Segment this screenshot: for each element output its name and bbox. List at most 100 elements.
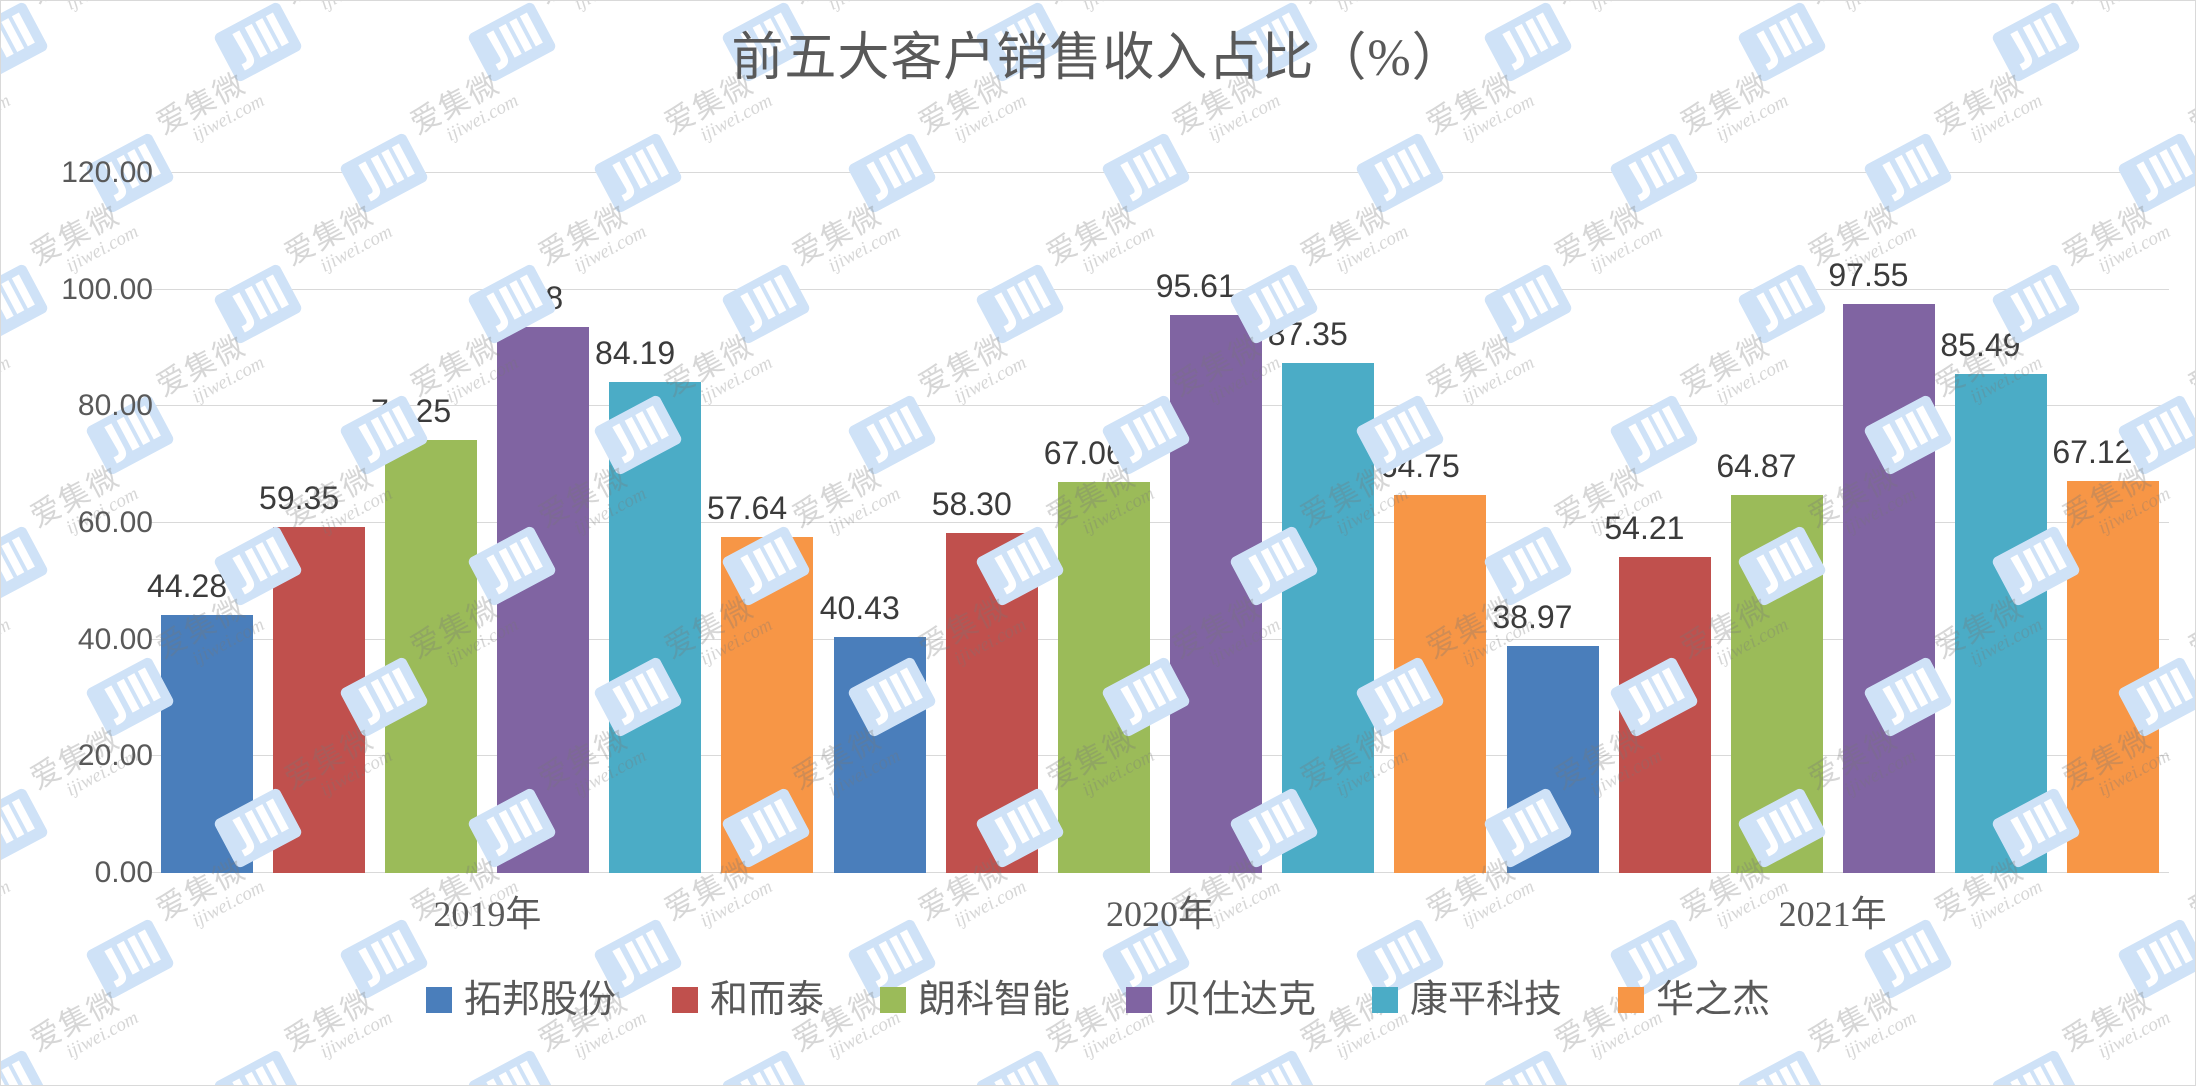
- legend-label: 贝仕达克: [1164, 979, 1317, 1021]
- gridline: [151, 638, 2169, 640]
- legend-label: 康平科技: [1410, 979, 1563, 1021]
- watermark-logo-icon: [1230, 1050, 1318, 1085]
- watermark-text-en: ijiwei.com: [1458, 876, 1539, 932]
- bar[interactable]: [609, 381, 702, 873]
- bar-value-label: 87.35: [1267, 316, 1348, 353]
- bar[interactable]: [1169, 315, 1262, 873]
- bar-value-label: 95.61: [1155, 268, 1236, 305]
- watermark-text-en: ijiwei.com: [1712, 90, 1793, 146]
- bar[interactable]: [497, 326, 590, 873]
- bar[interactable]: [1281, 363, 1374, 873]
- y-axis-tick-label: 20.00: [77, 739, 153, 773]
- bar-slot: 54.21: [1604, 173, 1711, 873]
- bar[interactable]: [1730, 494, 1823, 873]
- watermark-text-en: ijiwei.com: [63, 1, 143, 16]
- bar[interactable]: [1842, 303, 1935, 873]
- bar[interactable]: [833, 637, 926, 873]
- watermark-logo-icon: [1484, 1050, 1572, 1085]
- watermark-text-en: ijiwei.com: [1, 90, 15, 146]
- y-axis-tick-label: 40.00: [77, 622, 153, 656]
- bar-slot: 67.12: [2052, 173, 2159, 873]
- legend-item[interactable]: 华之杰: [1618, 981, 1770, 1019]
- x-axis-tick-label: 2021年: [1778, 894, 1887, 934]
- watermark-text-en: ijiwei.com: [188, 90, 269, 146]
- bar-slot: 59.35: [259, 173, 366, 873]
- watermark-text-en: ijiwei.com: [317, 1, 397, 16]
- bar[interactable]: [1506, 645, 1599, 873]
- x-axis-tick-label: 2019年: [433, 894, 542, 934]
- watermark-logo-icon: [214, 1050, 302, 1085]
- watermark-text-cn: 爱集微: [529, 1, 642, 12]
- watermark-logo-icon: [1992, 1050, 2080, 1085]
- bar-value-label: 57.64: [707, 489, 788, 526]
- legend-item[interactable]: 贝仕达克: [1126, 981, 1316, 1019]
- watermark-text-cn: 爱集微: [2053, 1, 2166, 12]
- bar-value-label: 64.87: [1716, 447, 1797, 484]
- gridline: [151, 872, 2169, 873]
- watermark-text-en: ijiwei.com: [950, 90, 1031, 146]
- legend-item[interactable]: 朗科智能: [879, 979, 1070, 1021]
- watermark-text-en: ijiwei.com: [2095, 1, 2175, 16]
- bar-value-label: 67.06: [1043, 434, 1124, 471]
- bar-slot: 93.68: [483, 173, 590, 873]
- bar[interactable]: [273, 526, 366, 873]
- legend-swatch-icon: [1126, 987, 1152, 1013]
- watermark-text-en: ijiwei.com: [571, 1, 651, 16]
- bar-group-bars: 40.43 58.30 67.06 95.61 87.35 64.75: [820, 173, 1497, 873]
- bar-slot: 44.28: [147, 173, 254, 873]
- legend-label: 朗科智能: [917, 979, 1070, 1021]
- bar-group: 40.43 58.30 67.06 95.61 87.35 64.75: [820, 173, 1497, 873]
- bar-slot: 58.30: [932, 173, 1038, 873]
- bar-value-label: 85.49: [1940, 327, 2021, 364]
- watermark-text-en: ijiwei.com: [950, 876, 1031, 932]
- legend-item[interactable]: 和而泰: [671, 981, 824, 1019]
- watermark-text-cn: 爱集微: [2183, 852, 2195, 928]
- watermark-text-en: ijiwei.com: [188, 876, 269, 932]
- legend-swatch-icon: [1372, 987, 1399, 1013]
- bar[interactable]: [721, 536, 814, 873]
- watermark-text-en: ijiwei.com: [1333, 1, 1413, 16]
- bar-value-label: 93.68: [483, 279, 564, 316]
- bar[interactable]: [161, 614, 254, 873]
- bar-group: 44.28 59.35 74.25 93.68 84.19 57.64: [147, 173, 824, 873]
- bar[interactable]: [1393, 495, 1486, 873]
- legend-item[interactable]: 康平科技: [1372, 981, 1562, 1019]
- bar[interactable]: [1618, 556, 1711, 873]
- gridline: [151, 288, 2169, 290]
- x-axis-tick-label: 2020年: [1105, 894, 1215, 934]
- bar-slot: 57.64: [707, 173, 814, 873]
- legend-swatch-icon: [425, 987, 452, 1013]
- bar[interactable]: [1954, 374, 2047, 873]
- watermark-logo-icon: [722, 1050, 810, 1085]
- bar[interactable]: [945, 532, 1038, 873]
- legend-item[interactable]: 拓邦股份: [425, 981, 616, 1019]
- chart-title: 前五大客户销售收入占比（%）: [731, 30, 1465, 87]
- bar-slot: 97.55: [1828, 173, 1935, 873]
- watermark-text-cn: 爱集微: [783, 1, 896, 12]
- watermark-text-en: ijiwei.com: [1204, 90, 1285, 146]
- watermark-logo-icon: [468, 1050, 556, 1085]
- bar-value-label: 38.97: [1492, 598, 1573, 635]
- bar-group: 38.97 54.21 64.87 97.55 85.49 67.12: [1492, 173, 2169, 873]
- bar[interactable]: [2066, 481, 2159, 873]
- bar[interactable]: [1057, 481, 1150, 873]
- watermark-text-en: ijiwei.com: [62, 221, 143, 277]
- watermark-text-cn: 爱集微: [21, 1, 134, 12]
- bar-slot: 87.35: [1268, 173, 1374, 873]
- bar-group-bars: 44.28 59.35 74.25 93.68 84.19 57.64: [147, 173, 824, 873]
- bar[interactable]: [385, 439, 478, 873]
- bar-value-label: 97.55: [1828, 256, 1909, 293]
- plot-area: 44.28 59.35 74.25 93.68 84.19 57.64 40.43 58.30…: [147, 172, 2169, 873]
- watermark-text-cn: 爱集微: [275, 1, 388, 12]
- watermark-text-cn: 爱集微: [25, 197, 126, 273]
- watermark-text-cn: 爱集微: [1037, 1, 1150, 12]
- bar-slot: 64.75: [1380, 173, 1486, 873]
- bar-group-bars: 38.97 54.21 64.87 97.55 85.49 67.12: [1492, 173, 2169, 873]
